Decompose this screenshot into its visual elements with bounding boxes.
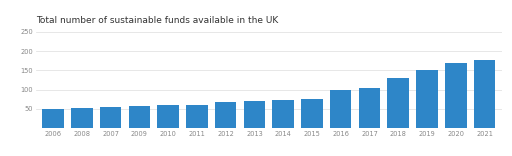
Bar (330, 90, 351, 128)
Bar (359, 88, 380, 128)
Bar (244, 101, 265, 128)
Bar (42, 110, 64, 128)
Bar (445, 63, 466, 128)
Bar (100, 107, 121, 128)
Bar (388, 78, 409, 128)
Text: Total number of sustainable funds available in the UK: Total number of sustainable funds availa… (36, 16, 278, 25)
Bar (129, 106, 150, 128)
Bar (272, 100, 294, 128)
Bar (215, 102, 237, 128)
Bar (157, 105, 179, 128)
Bar (71, 108, 93, 128)
Bar (301, 99, 323, 128)
Bar (416, 70, 438, 128)
Bar (186, 105, 208, 128)
Bar (474, 60, 495, 128)
